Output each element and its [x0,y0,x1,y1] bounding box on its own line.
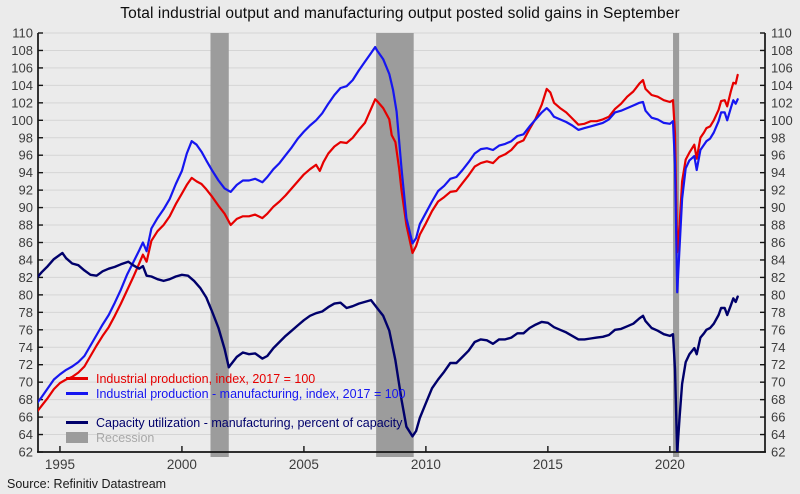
y-axis-label-left: 72 [19,357,33,372]
ip-manufacturing-line-swatch [66,392,88,395]
y-axis-label-right: 78 [771,305,785,320]
x-axis-label: 2010 [411,457,441,472]
y-axis-label-left: 86 [19,235,33,250]
y-axis-label-left: 78 [19,305,33,320]
x-axis-label: 2005 [289,457,319,472]
y-axis-label-left: 68 [19,392,33,407]
y-axis-label-left: 70 [19,375,33,390]
y-axis-label-right: 94 [771,165,785,180]
legend-item-recession: Recession [66,430,406,445]
legend-item-industrial-production: Industrial production, index, 2017 = 100 [66,371,406,386]
y-axis-label-right: 92 [771,183,785,198]
y-axis-label-right: 64 [771,427,785,442]
y-axis-label-right: 106 [771,60,793,75]
capacity-utilization-line-swatch [66,421,88,424]
y-axis-label-left: 62 [19,445,33,460]
y-axis-label-right: 102 [771,95,793,110]
x-axis-label: 2015 [533,457,563,472]
y-axis-label-right: 110 [771,26,792,41]
y-axis-label-left: 104 [11,78,33,93]
y-axis-label-right: 88 [771,218,785,233]
y-axis-label-left: 66 [19,410,33,425]
legend-item-capacity-utilization: Capacity utilization - manufacturing, pe… [66,415,406,430]
y-axis-label-left: 88 [19,218,33,233]
y-axis-label-right: 86 [771,235,785,250]
y-axis-label-left: 74 [19,340,33,355]
y-axis-label-right: 66 [771,410,785,425]
legend-item-ip-manufacturing: Industrial production - manufacturing, i… [66,386,406,401]
y-axis-label-left: 84 [19,252,33,267]
y-axis-label-right: 82 [771,270,785,285]
y-axis-label-left: 64 [19,427,33,442]
y-axis-label-right: 90 [771,200,785,215]
chart-plot-area: 62 62 64 64 66 66 68 68 70 70 72 72 74 74 76 76 78 78 80 80… [11,26,793,473]
y-axis-label-right: 80 [771,287,785,302]
y-axis-label-left: 106 [11,60,33,75]
series-line-ip-manufacturing [38,45,739,404]
source-attribution: Source: Refinitiv Datastream [7,477,167,491]
y-axis-label-left: 92 [19,183,33,198]
legend-label-industrial-production: Industrial production, index, 2017 = 100 [96,371,316,386]
y-axis-label-right: 100 [771,113,793,128]
series-line-industrial-production [38,73,739,413]
y-axis-label-right: 104 [771,78,793,93]
y-axis-label-left: 102 [11,95,33,110]
y-axis-label-left: 98 [19,130,33,145]
y-axis-label-left: 76 [19,322,33,337]
y-axis-label-right: 70 [771,375,785,390]
chart-legend: Industrial production, index, 2017 = 100… [66,371,406,445]
recession-band-swatch [66,432,88,443]
industrial-production-line-swatch [66,377,88,380]
y-axis-label-left: 80 [19,287,33,302]
y-axis-label-right: 96 [771,148,785,163]
y-axis-label-right: 74 [771,340,785,355]
y-axis-label-left: 110 [12,26,33,41]
x-axis-label: 1995 [45,457,75,472]
y-axis-label-right: 98 [771,130,785,145]
x-axis-label: 2020 [655,457,685,472]
legend-label-ip-manufacturing: Industrial production - manufacturing, i… [96,386,406,401]
y-axis-label-right: 68 [771,392,785,407]
y-axis-label-left: 96 [19,148,33,163]
y-axis-label-left: 100 [11,113,33,128]
y-axis-label-left: 90 [19,200,33,215]
y-axis-label-left: 94 [19,165,33,180]
y-axis-label-right: 62 [771,445,785,460]
chart-title: Total industrial output and manufacturin… [120,5,680,22]
legend-label-capacity-utilization: Capacity utilization - manufacturing, pe… [96,415,403,430]
y-axis-label-right: 72 [771,357,785,372]
y-axis-label-right: 108 [771,43,793,58]
y-axis-label-left: 82 [19,270,33,285]
y-axis-label-left: 108 [11,43,33,58]
y-axis-label-right: 76 [771,322,785,337]
y-axis-label-right: 84 [771,252,785,267]
series-line-capacity-utilization [38,251,739,452]
legend-label-recession: Recession [96,430,155,445]
x-axis-label: 2000 [167,457,197,472]
